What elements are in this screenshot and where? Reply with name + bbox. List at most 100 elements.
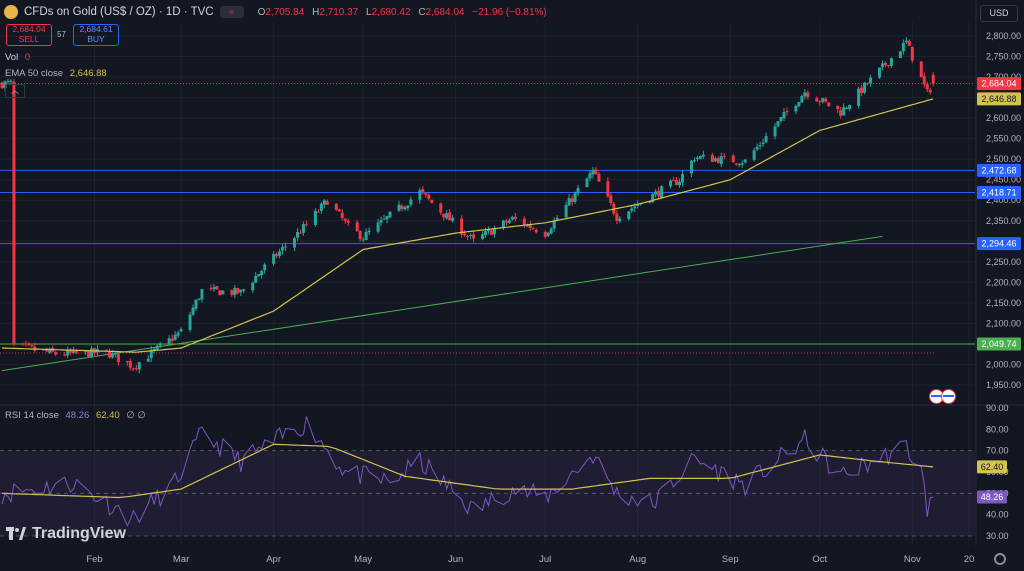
candle-body <box>919 61 923 78</box>
symbol-header: CFDs on Gold (US$ / OZ) · 1D · TVC ≈ O2,… <box>4 5 552 19</box>
candle-body <box>397 204 401 211</box>
time-tick-label: Aug <box>629 554 646 565</box>
candle-body <box>654 191 658 195</box>
price-tag-label: 2,646.88 <box>981 94 1016 104</box>
candle-body <box>257 274 261 277</box>
candle-body <box>325 201 329 205</box>
price-tick-label: 2,100.00 <box>986 318 1021 328</box>
price-tag-label: 2,472.68 <box>981 165 1016 175</box>
candle-body <box>0 82 4 89</box>
candle-body <box>869 77 873 84</box>
candle-body <box>421 189 425 193</box>
candle-body <box>555 217 559 220</box>
candle-body <box>513 216 517 219</box>
candle-body <box>883 62 887 66</box>
candle-body <box>672 180 676 182</box>
candle-body <box>800 96 804 103</box>
candle-body <box>218 290 222 296</box>
candle-body <box>403 207 407 210</box>
settings-gear-icon[interactable] <box>994 553 1006 565</box>
ema-legend[interactable]: EMA 50 close 2,646.88 <box>5 68 107 79</box>
candle-body <box>845 107 849 109</box>
rsi-tag-label: 62.40 <box>981 462 1004 472</box>
rsi-tag-label: 48.26 <box>981 492 1004 502</box>
candle-body <box>839 110 843 116</box>
candle-body <box>570 198 574 203</box>
candle-body <box>678 181 682 186</box>
candle-body <box>472 234 476 239</box>
candle-body <box>107 351 111 358</box>
candles <box>0 37 935 374</box>
candle-body <box>743 159 747 163</box>
candle-body <box>379 220 383 223</box>
price-tick-label: 2,400.00 <box>986 195 1021 205</box>
time-tick-label: May <box>354 554 372 565</box>
gridlines <box>0 22 975 545</box>
candle-body <box>12 81 16 345</box>
candle-body <box>87 350 91 357</box>
candle-body <box>528 224 532 229</box>
candle-body <box>409 199 413 205</box>
sell-button[interactable]: 2,684.04 SELL <box>6 24 52 46</box>
rsi-tick-label: 80.00 <box>986 424 1009 434</box>
rsi-tag <box>977 490 1007 504</box>
candle-body <box>510 216 514 220</box>
candle-body <box>430 199 434 204</box>
candle-body <box>278 251 282 256</box>
candle-body <box>657 190 661 197</box>
candle-body <box>304 224 308 226</box>
market-status-icon[interactable]: ≈ <box>219 6 244 18</box>
rsi-line <box>1 416 934 527</box>
candle-body <box>346 220 350 223</box>
candle-body <box>889 58 893 66</box>
candle-body <box>155 345 159 350</box>
candle-body <box>66 350 70 356</box>
candle-body <box>567 198 571 206</box>
time-tick-label: Jul <box>539 554 551 565</box>
candle-body <box>818 101 822 103</box>
candle-body <box>880 63 884 68</box>
buy-button[interactable]: 2,684.61 BUY <box>73 24 119 46</box>
candle-body <box>755 146 759 150</box>
candle-body <box>675 179 679 185</box>
currency-button[interactable]: USD <box>980 5 1018 22</box>
candle-body <box>367 230 371 233</box>
candle-body <box>492 228 496 235</box>
candle-body <box>128 360 132 368</box>
candle-body <box>669 180 673 187</box>
rsi-legend[interactable]: RSI 14 close 48.26 62.40 ∅ ∅ <box>5 410 146 421</box>
candle-body <box>701 154 705 157</box>
volume-legend[interactable]: Vol 0 <box>5 52 30 63</box>
collapse-legend-button[interactable]: ︿ <box>5 84 25 98</box>
candle-body <box>758 145 762 147</box>
symbol-title[interactable]: CFDs on Gold (US$ / OZ) · 1D · TVC <box>24 6 214 18</box>
candle-body <box>469 235 473 237</box>
high-key: H <box>312 6 320 18</box>
candle-body <box>827 102 831 107</box>
us-flag-event-icon-2[interactable] <box>941 389 956 404</box>
rsi-tag <box>977 460 1007 474</box>
tradingview-logo[interactable]: TradingView <box>6 525 126 543</box>
candle-body <box>928 89 932 93</box>
candle-body <box>857 88 861 106</box>
open-key: O <box>257 6 266 18</box>
candle-body <box>116 353 120 362</box>
candle-body <box>564 205 568 218</box>
candle-body <box>806 92 810 98</box>
candle-body <box>898 51 902 59</box>
candle-body <box>149 349 153 359</box>
candle-body <box>9 80 13 82</box>
candle-body <box>63 354 67 356</box>
candle-body <box>866 83 870 85</box>
candle-body <box>134 367 138 369</box>
candle-body <box>236 288 240 294</box>
candle-body <box>594 169 598 175</box>
candle-body <box>633 206 637 209</box>
candle-body <box>731 155 735 163</box>
candle-body <box>191 307 195 315</box>
price-tick-label: 1,950.00 <box>986 380 1021 390</box>
candle-body <box>719 156 723 165</box>
candle-body <box>785 111 789 113</box>
rsi-ma-value: 62.40 <box>95 410 120 421</box>
